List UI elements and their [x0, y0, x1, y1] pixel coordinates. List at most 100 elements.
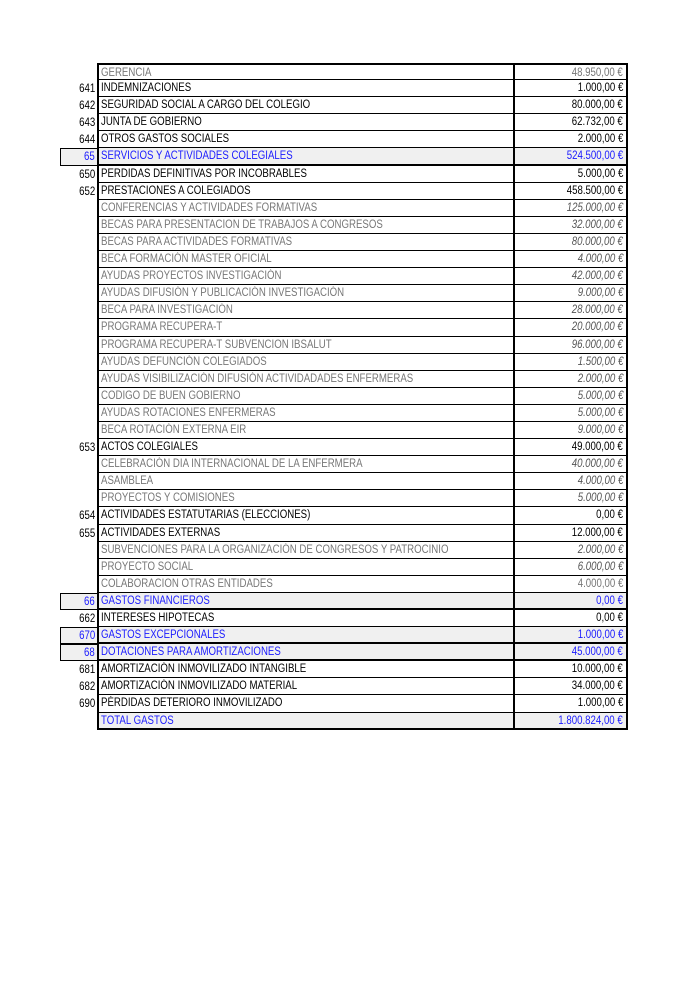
account-code-text: 655	[78, 527, 95, 540]
table-row: AYUDAS DEFUNCIÓN COLEGIADOS 1.500,00 €	[60, 353, 628, 371]
table-row: BECAS PARA ACTIVIDADES FORMATIVAS 80.000,…	[60, 233, 628, 252]
amount-text: 1.000,00 €	[577, 82, 623, 95]
amount: 4.000,00 €	[513, 575, 628, 593]
account-description: JUNTA DE GOBIERNO	[97, 114, 513, 132]
table-row: SUBVENCIONES PARA LA ORGANIZACIÓN DE CON…	[60, 541, 628, 559]
amount-text: 32.000,00 €	[571, 218, 623, 231]
amount: 10.000,00 €	[513, 661, 628, 679]
account-code-text: 66	[84, 595, 95, 608]
group-row: 670 GASTOS EXCEPCIONALES 1.000,00 €	[60, 627, 628, 645]
account-description-text: DOTACIONES PARA AMORTIZACIONES	[101, 646, 281, 659]
account-description-text: PROGRAMA RECUPERA-T	[101, 321, 223, 334]
amount-text: 6.000,00 €	[577, 560, 623, 573]
account-description: PROGRAMA RECUPERA-T	[97, 319, 513, 337]
account-code	[60, 473, 97, 490]
account-description-text: PRESTACIONES A COLEGIADOS	[101, 184, 251, 197]
account-description: BECA FORMACIÓN MASTER OFICIAL	[97, 251, 513, 269]
account-code-text: 65	[84, 151, 95, 164]
account-code-text: 682	[78, 681, 95, 694]
amount: 40.000,00 €	[513, 456, 628, 474]
account-description-text: AYUDAS VISIBILIZACIÓN DIFUSIÓN ACTIVIDAD…	[101, 372, 414, 385]
account-description: PROYECTOS Y COMISIONES	[97, 490, 513, 508]
account-description-text: GERENCIA	[101, 67, 152, 79]
amount: 5.000,00 €	[513, 387, 628, 405]
amount-text: 10.000,00 €	[571, 663, 623, 676]
amount: 48.950,00 €	[513, 63, 628, 81]
account-description: BECA PARA INVESTIGACIÓN	[97, 302, 513, 320]
table-row: BECA ROTACIÓN EXTERNA EIR 9.000,00 €	[60, 421, 628, 440]
amount: 4.000,00 €	[513, 251, 628, 269]
account-code-text: 642	[78, 100, 95, 113]
account-code: 655	[60, 525, 97, 542]
amount: 80.000,00 €	[513, 97, 628, 115]
account-code-text: 644	[78, 134, 95, 147]
account-description-text: INDEMNIZACIONES	[101, 82, 192, 95]
amount-text: 5.000,00 €	[577, 167, 623, 180]
table-row: 650 PERDIDAS DEFINITIVAS POR INCOBRABLES 5…	[60, 165, 628, 183]
account-description-text: BECAS PARA ACTIVIDADES FORMATIVAS	[101, 235, 293, 248]
account-description-text: PROGRAMA RECUPERA-T SUBVENCION IBSALUT	[101, 338, 332, 351]
amount-text: 34.000,00 €	[571, 680, 623, 693]
account-description: GASTOS EXCEPCIONALES	[97, 627, 513, 645]
account-description: TOTAL GASTOS	[97, 712, 513, 730]
account-code: 641	[60, 80, 97, 97]
account-description: DOTACIONES PARA AMORTIZACIONES	[97, 644, 513, 662]
amount: 458.500,00 €	[513, 182, 628, 200]
account-description: AMORTIZACIÓN INMOVILIZADO INTANGIBLE	[97, 661, 513, 679]
account-code	[60, 337, 97, 354]
amount: 2.000,00 €	[513, 131, 628, 149]
table-row: 653 ACTOS COLEGIALES 49.000,00 €	[60, 439, 628, 457]
table-row: CELEBRACIÓN DIA INTERNACIONAL DE LA ENFE…	[60, 456, 628, 474]
group-row: 66 GASTOS FINANCIEROS 0,00 €	[60, 592, 628, 610]
account-code: 690	[60, 695, 97, 712]
amount: 49.000,00 €	[513, 439, 628, 457]
amount: 1.000,00 €	[513, 695, 628, 713]
total-row: TOTAL GASTOS 1.800.824,00 €	[60, 712, 628, 730]
amount: 34.000,00 €	[513, 678, 628, 696]
account-description-text: ASAMBLEA	[101, 475, 154, 488]
amount: 2.000,00 €	[513, 541, 628, 559]
account-code: 65	[60, 148, 97, 166]
account-description-text: TOTAL GASTOS	[101, 714, 174, 727]
amount: 28.000,00 €	[513, 302, 628, 320]
amount-text: 1.800.824,00 €	[558, 714, 623, 727]
account-description-text: AYUDAS ROTACIONES ENFERMERAS	[101, 406, 276, 419]
amount-text: 62.732,00 €	[571, 116, 623, 129]
amount-text: 4.000,00 €	[577, 475, 623, 488]
amount: 125.000,00 €	[513, 199, 628, 217]
table-row: AYUDAS DIFUSIÓN Y PUBLICACIÓN INVESTIGAC…	[60, 285, 628, 303]
amount: 32.000,00 €	[513, 216, 628, 234]
account-code	[60, 542, 97, 559]
amount-text: 5.000,00 €	[577, 492, 623, 505]
account-description: ACTOS COLEGIALES	[97, 439, 513, 457]
account-code: 68	[60, 644, 97, 662]
account-description: AYUDAS DEFUNCIÓN COLEGIADOS	[97, 353, 513, 371]
table-row: ASAMBLEA 4.000,00 €	[60, 473, 628, 491]
table-row: 643 JUNTA DE GOBIERNO 62.732,00 €	[60, 114, 628, 132]
amount: 6.000,00 €	[513, 558, 628, 576]
amount: 5.000,00 €	[513, 404, 628, 422]
amount-text: 4.000,00 €	[577, 253, 623, 266]
account-code	[60, 302, 97, 319]
amount-text: 9.000,00 €	[577, 287, 623, 300]
account-code: 643	[60, 114, 97, 131]
amount-text: 12.000,00 €	[571, 526, 623, 539]
account-code	[60, 251, 97, 268]
account-description-text: PROYECTO SOCIAL	[101, 560, 194, 573]
account-description: SUBVENCIONES PARA LA ORGANIZACIÓN DE CON…	[97, 541, 513, 559]
account-description: AYUDAS ROTACIONES ENFERMERAS	[97, 404, 513, 422]
account-description-text: SUBVENCIONES PARA LA ORGANIZACIÓN DE CON…	[101, 543, 449, 556]
account-code-text: 643	[78, 117, 95, 130]
amount-text: 80.000,00 €	[571, 99, 623, 112]
account-description: INDEMNIZACIONES	[97, 80, 513, 98]
amount-text: 40.000,00 €	[571, 458, 623, 471]
group-row: 68 DOTACIONES PARA AMORTIZACIONES 45.000,0…	[60, 644, 628, 662]
account-code-text: 690	[78, 698, 95, 711]
table-row: 641 INDEMNIZACIONES 1.000,00 €	[60, 80, 628, 98]
account-code: 653	[60, 439, 97, 456]
table-row: AYUDAS ROTACIONES ENFERMERAS 5.000,00 €	[60, 404, 628, 422]
amount: 4.000,00 €	[513, 473, 628, 491]
table-row: 652 PRESTACIONES A COLEGIADOS 458.500,00 €	[60, 182, 628, 200]
account-description-text: JUNTA DE GOBIERNO	[101, 116, 202, 129]
amount-text: 5.000,00 €	[577, 406, 623, 419]
